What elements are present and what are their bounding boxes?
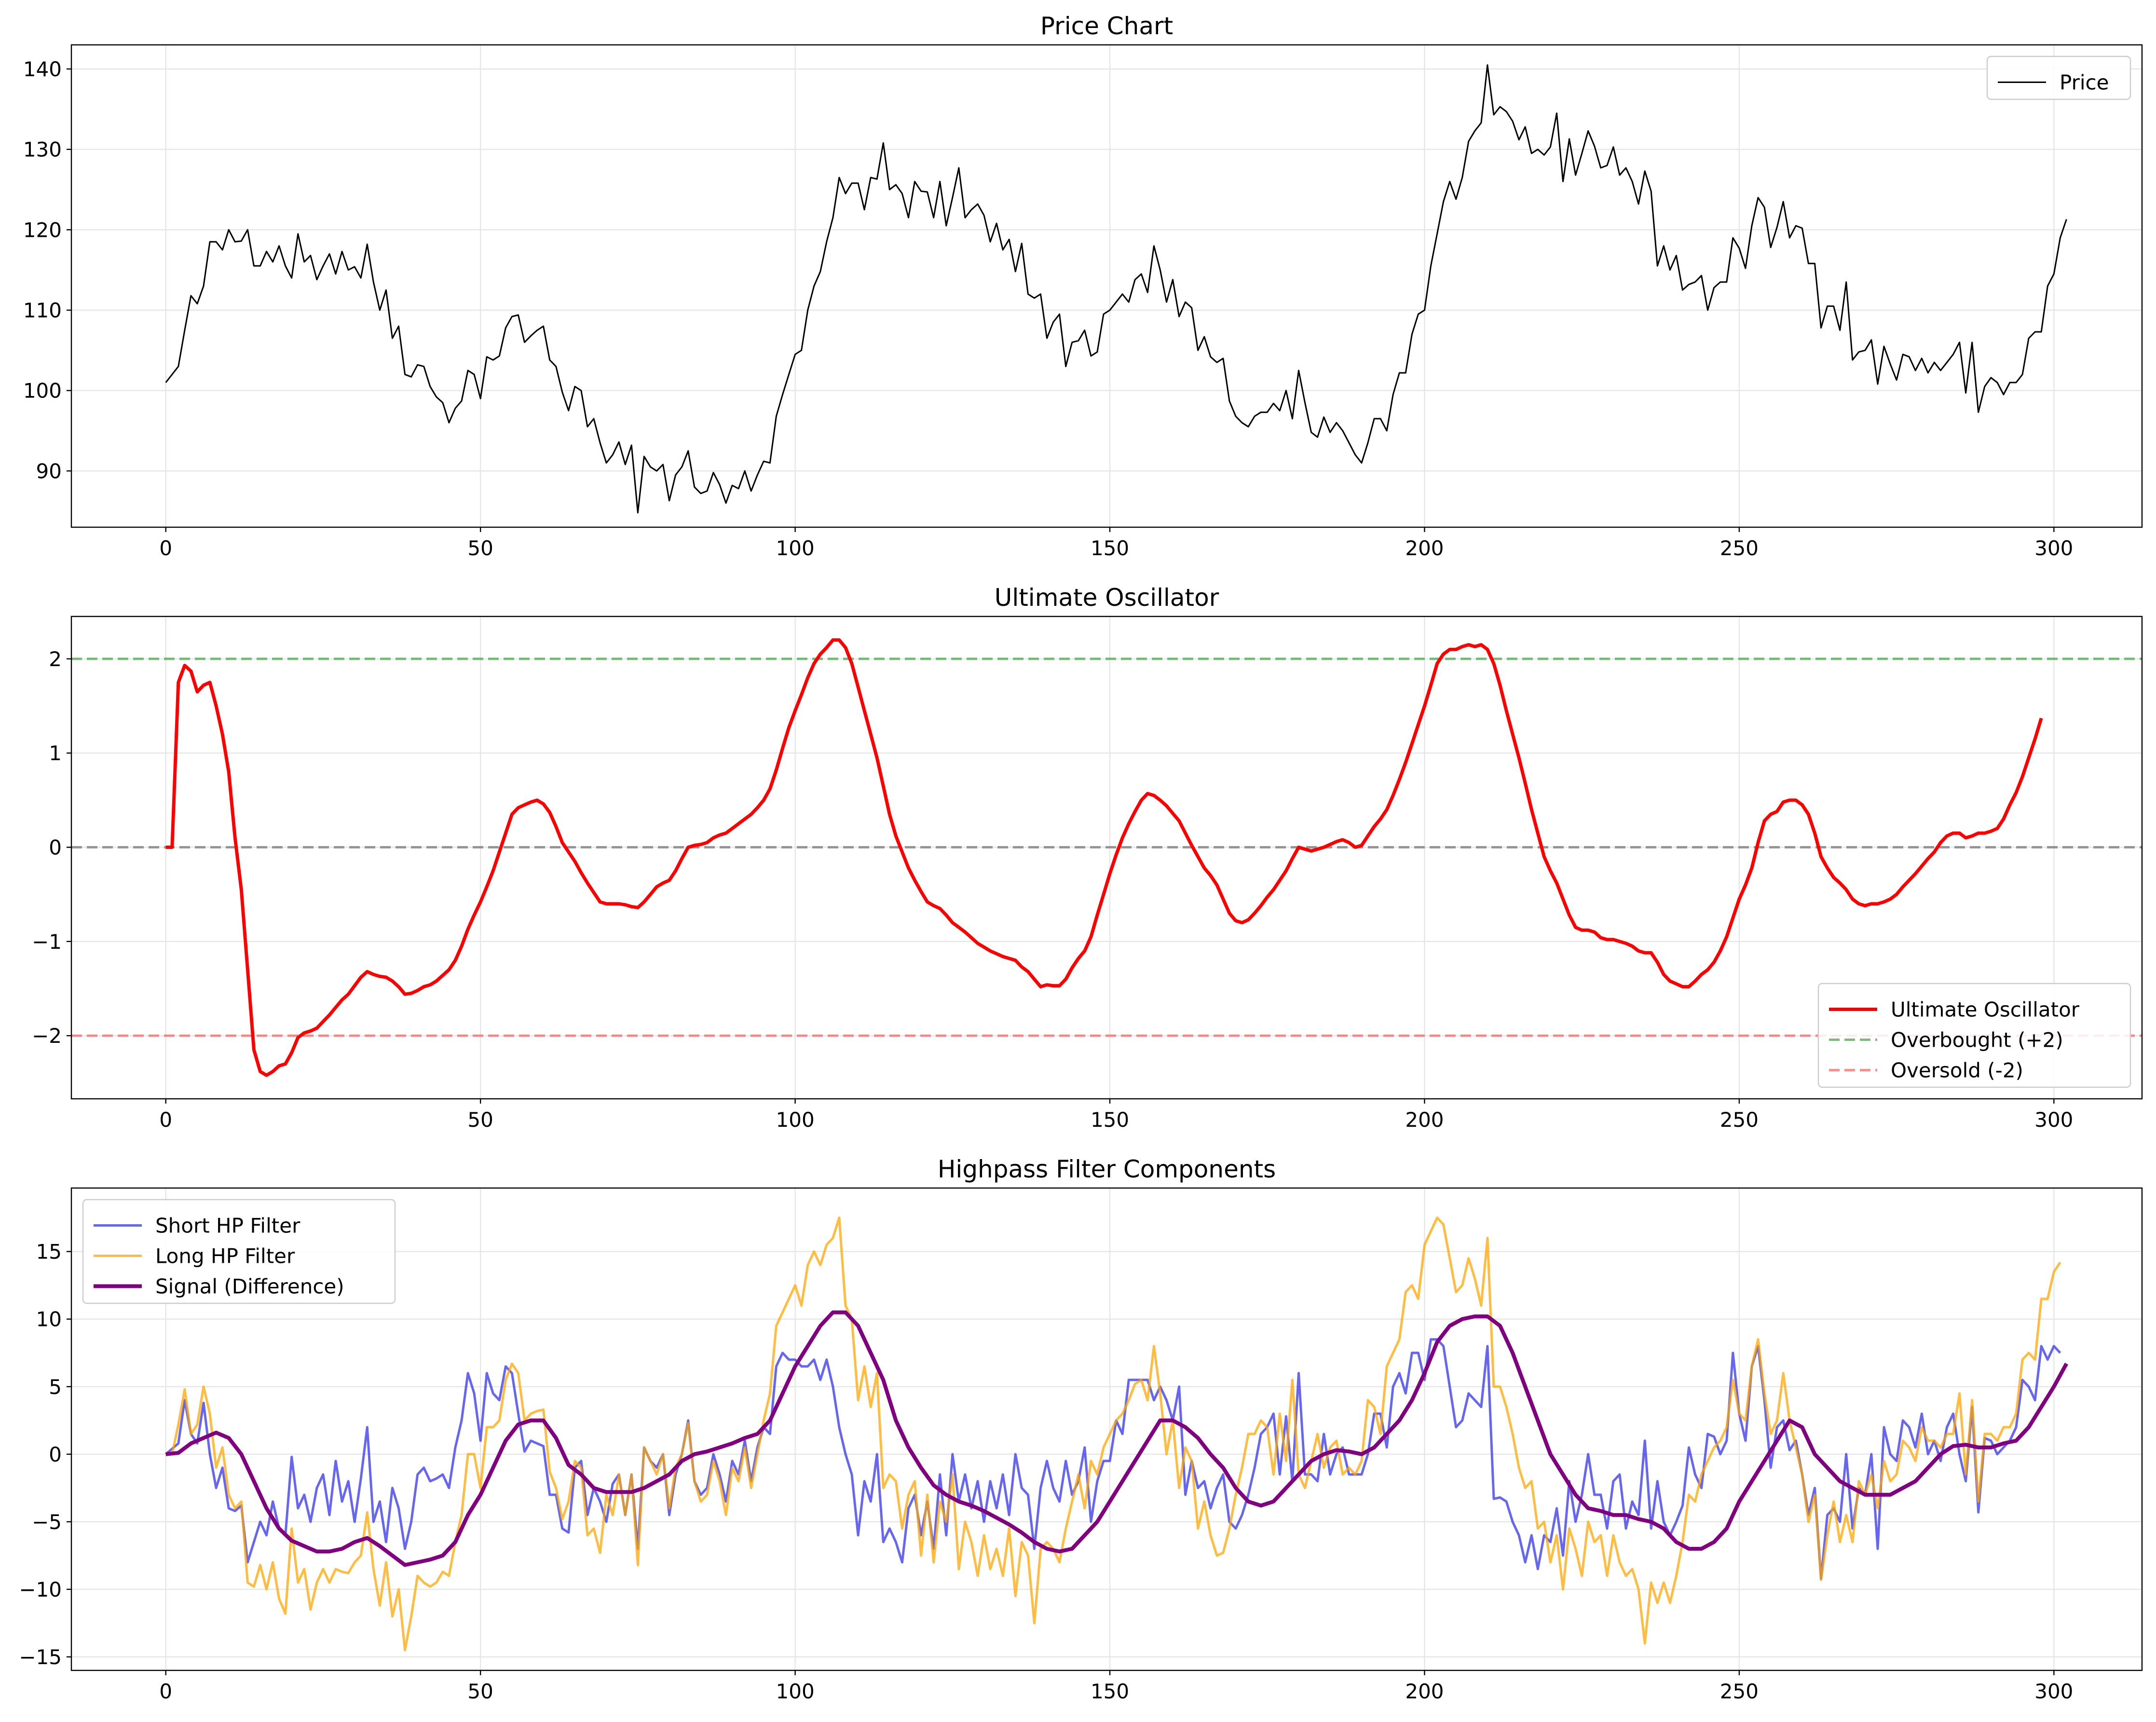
y-tick-label: 2 <box>49 647 62 671</box>
y-tick-label: −2 <box>32 1024 62 1048</box>
x-tick-label: 250 <box>1720 1680 1759 1703</box>
y-tick-label: −10 <box>19 1578 62 1601</box>
legend-label: Overbought (+2) <box>1891 1028 2063 1052</box>
x-tick-label: 100 <box>776 1680 815 1703</box>
legend-frame <box>82 1199 396 1304</box>
y-tick-label: 90 <box>36 459 62 483</box>
panel-3: 0 50 100 150 200 250 300 −15 −10 −5 0 5 10 15 Highpass… <box>19 1155 2143 1703</box>
y-tick-label: 140 <box>23 57 62 81</box>
x-tick-label: 0 <box>159 536 172 560</box>
y-tick-label: 0 <box>49 836 62 860</box>
axes-frame <box>70 615 2143 1100</box>
y-tick-label: 130 <box>23 138 62 162</box>
legend-frame <box>1986 55 2131 100</box>
series-line <box>165 1216 2061 1652</box>
x-tick-label: 200 <box>1405 1108 1444 1132</box>
legend-label: Short HP Filter <box>155 1214 300 1238</box>
x-tick-label: 300 <box>2034 1680 2073 1703</box>
x-tick-label: 100 <box>776 1108 815 1132</box>
chart-title: Highpass Filter Components <box>938 1155 1276 1183</box>
y-tick-label: 110 <box>23 299 62 322</box>
axes-frame <box>70 44 2143 528</box>
legend: Ultimate Oscillator Overbought (+2) Overso… <box>1817 983 2131 1088</box>
series-line <box>165 638 2043 1077</box>
legend-frame <box>1817 983 2131 1088</box>
x-tick-label: 150 <box>1091 1680 1129 1703</box>
legend-label: Long HP Filter <box>155 1244 295 1268</box>
x-tick-label: 0 <box>159 1108 172 1132</box>
x-tick-label: 50 <box>467 536 493 560</box>
y-tick-label: 100 <box>23 379 62 403</box>
chart-title: Ultimate Oscillator <box>995 584 1219 612</box>
legend: Short HP Filter Long HP Filter Signal (Dif… <box>82 1199 396 1304</box>
legend-label: Oversold (-2) <box>1891 1059 2023 1082</box>
x-tick-label: 200 <box>1405 1680 1444 1703</box>
series-line <box>165 1310 2068 1567</box>
x-tick-label: 250 <box>1720 536 1759 560</box>
y-tick-label: 120 <box>23 218 62 242</box>
y-tick-label: −5 <box>32 1510 62 1534</box>
x-tick-label: 50 <box>467 1108 493 1132</box>
x-tick-label: 200 <box>1405 536 1444 560</box>
x-tick-label: 150 <box>1091 536 1129 560</box>
panel-1: 0 50 100 150 200 250 300 90 100 110 120 130 140 Price… <box>23 12 2143 560</box>
legend: Price <box>1986 55 2131 100</box>
series-line <box>165 1338 2061 1580</box>
x-tick-label: 150 <box>1091 1108 1129 1132</box>
x-tick-label: 250 <box>1720 1108 1759 1132</box>
legend-label: Ultimate Oscillator <box>1891 998 2080 1022</box>
panel-2: 0 50 100 150 200 250 300 −2 −1 0 1 2 Ultimate Oscill… <box>32 584 2143 1132</box>
y-tick-label: 1 <box>49 741 62 765</box>
y-tick-label: 5 <box>49 1375 62 1399</box>
y-tick-label: 10 <box>36 1308 62 1331</box>
x-tick-label: 100 <box>776 536 815 560</box>
legend-label: Price <box>2060 71 2109 95</box>
y-tick-label: −15 <box>19 1645 62 1669</box>
x-tick-label: 0 <box>159 1680 172 1703</box>
y-tick-label: 0 <box>49 1443 62 1466</box>
x-tick-label: 300 <box>2034 1108 2073 1132</box>
x-tick-label: 300 <box>2034 536 2073 560</box>
y-tick-label: −1 <box>32 930 62 954</box>
axes-frame <box>70 1187 2143 1671</box>
x-tick-label: 50 <box>467 1680 493 1703</box>
y-tick-label: 15 <box>36 1240 62 1264</box>
series-line <box>165 64 2067 514</box>
chart-title: Price Chart <box>1040 12 1173 40</box>
legend-label: Signal (Difference) <box>155 1275 344 1298</box>
